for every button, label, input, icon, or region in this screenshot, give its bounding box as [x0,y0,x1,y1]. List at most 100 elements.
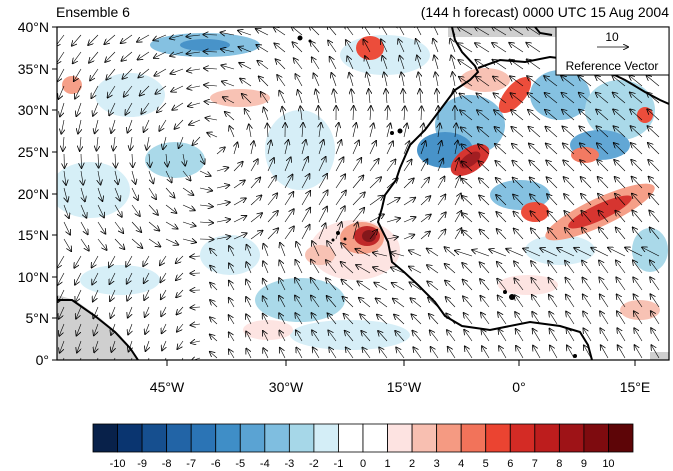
wind-vector [146,340,150,351]
wind-vector [495,144,507,155]
wind-vector [352,208,364,223]
wind-vector [267,176,276,189]
wind-vector [386,89,387,104]
wind-vector [545,93,558,104]
wind-vector [516,329,524,342]
wind-vector [160,255,167,265]
wind-vector [246,297,252,308]
wind-vector [437,159,443,172]
wind-vector [361,331,371,342]
wind-vector [583,328,592,342]
wind-vector [464,313,473,325]
wind-vector [381,39,388,53]
wind-vector [369,230,377,240]
wind-vector [216,236,230,239]
wind-vector [141,102,150,114]
wind-vector [130,136,132,150]
wind-vector [111,119,115,133]
wind-vector [550,346,558,359]
wind-vector [144,272,150,283]
wind-vector [110,289,116,301]
wind-vector [432,27,439,36]
lon-label: 15°W [387,379,422,395]
wind-vector [264,108,269,121]
wind-vector [81,153,82,168]
colorbar-swatch [460,423,487,453]
wind-vector [216,219,230,222]
wind-vector [370,123,374,138]
wind-vector [379,348,388,359]
wind-vector [296,242,303,257]
wind-vector [376,298,388,308]
wind-vector [616,261,626,274]
wind-vector [369,196,383,206]
wind-vector [465,347,473,359]
wind-vector [328,41,337,53]
colorbar-label: 7 [532,458,538,470]
wind-vector [127,272,133,284]
wind-vector [61,119,64,134]
wind-vector [93,289,99,301]
wind-vector [549,312,558,325]
wind-vector [318,223,326,240]
wind-vector [461,144,473,155]
wind-vector [285,140,288,155]
wind-vector [547,211,558,223]
colorbar-label: 2 [409,458,415,470]
wind-vector [137,34,150,42]
wind-vector [597,160,609,172]
wind-vector [210,249,218,257]
wind-vector [94,323,98,335]
colorbar-swatch [288,423,315,453]
wind-vector [97,204,104,217]
wind-vector [647,109,660,121]
wind-vector [566,295,575,308]
lat-label: 10°N [18,269,49,285]
wind-vector [138,68,150,78]
wind-vector [300,106,302,121]
wind-vector [97,238,107,250]
wind-vector [363,40,371,53]
wind-vector [591,248,609,257]
wind-vector [154,51,167,58]
wind-vector [353,106,354,121]
wind-vector [412,331,422,342]
wind-vector [344,314,354,325]
wind-vector [284,192,293,206]
wind-vector [311,296,320,308]
wind-vector [162,323,166,333]
wind-vector [205,118,218,120]
wind-vector [295,278,303,291]
colorbar-swatch [387,423,413,453]
wind-vector [294,58,303,70]
wind-vector [93,102,99,116]
wind-vector [632,194,643,206]
wind-vector [475,43,490,53]
wind-vector [274,43,286,53]
wind-vector [651,328,660,342]
wind-vector [595,76,609,87]
wind-vector [239,47,252,53]
wind-vector [633,260,643,274]
wind-vector [221,49,235,52]
wind-vector [493,77,507,87]
wind-vector [277,75,286,87]
wind-vector [404,124,407,138]
wind-vector [352,158,361,172]
wind-vector [162,340,166,350]
wind-vector [296,330,303,342]
wind-vector [182,239,196,242]
wind-vector [276,59,286,70]
wind-vector [420,89,421,104]
wind-vector [104,34,116,44]
wind-vector [393,299,405,308]
wind-vector [630,93,643,104]
wind-vector [352,176,363,189]
wind-vector [544,76,558,87]
wind-vector [97,187,102,201]
wind-vector [131,238,142,248]
wind-vector [582,278,592,291]
wind-vector [511,127,524,138]
wind-vector [454,211,461,223]
